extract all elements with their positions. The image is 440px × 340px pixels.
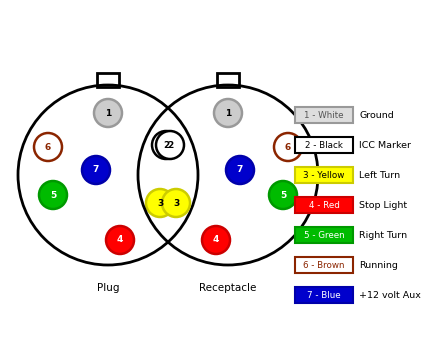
- Text: ICC Marker: ICC Marker: [359, 140, 411, 150]
- Text: 3: 3: [157, 199, 163, 207]
- Text: Receptacle: Receptacle: [199, 283, 257, 293]
- Circle shape: [34, 133, 62, 161]
- Text: 7: 7: [93, 166, 99, 174]
- Circle shape: [274, 133, 302, 161]
- Circle shape: [152, 131, 180, 159]
- Circle shape: [106, 226, 134, 254]
- Text: 5: 5: [280, 190, 286, 200]
- Text: 7 - Blue: 7 - Blue: [307, 290, 341, 300]
- Text: 1: 1: [225, 108, 231, 118]
- Text: 6: 6: [285, 142, 291, 152]
- Text: Left Turn: Left Turn: [359, 170, 400, 180]
- Bar: [295, 137, 353, 153]
- Text: Right Turn: Right Turn: [359, 231, 407, 239]
- Text: 3 - Yellow: 3 - Yellow: [303, 170, 345, 180]
- Bar: [295, 227, 353, 243]
- Circle shape: [162, 189, 190, 217]
- Circle shape: [214, 99, 242, 127]
- Text: 1: 1: [105, 108, 111, 118]
- Text: 7: 7: [237, 166, 243, 174]
- Text: 6 - Brown: 6 - Brown: [303, 260, 345, 270]
- Circle shape: [202, 226, 230, 254]
- Text: Stop Light: Stop Light: [359, 201, 407, 209]
- Bar: [97, 73, 119, 87]
- Text: Ground: Ground: [359, 110, 394, 119]
- Text: 1 - White: 1 - White: [304, 110, 344, 119]
- Circle shape: [39, 181, 67, 209]
- Text: Plug: Plug: [97, 283, 119, 293]
- Text: 5 - Green: 5 - Green: [304, 231, 345, 239]
- Circle shape: [226, 156, 254, 184]
- Text: 2 - Black: 2 - Black: [305, 140, 343, 150]
- Text: 4: 4: [117, 236, 123, 244]
- Text: 4 - Red: 4 - Red: [308, 201, 339, 209]
- Circle shape: [82, 156, 110, 184]
- Text: Running: Running: [359, 260, 398, 270]
- Circle shape: [269, 181, 297, 209]
- Bar: [295, 107, 353, 123]
- Bar: [295, 197, 353, 213]
- Text: 3: 3: [173, 199, 179, 207]
- Text: 6: 6: [45, 142, 51, 152]
- Text: 2: 2: [167, 140, 173, 150]
- Bar: [295, 167, 353, 183]
- Bar: [295, 287, 353, 303]
- Bar: [295, 257, 353, 273]
- Text: +12 volt Aux: +12 volt Aux: [359, 290, 421, 300]
- Text: 4: 4: [213, 236, 219, 244]
- Circle shape: [146, 189, 174, 217]
- Text: 2: 2: [163, 140, 169, 150]
- Circle shape: [156, 131, 184, 159]
- Bar: [217, 73, 239, 87]
- Circle shape: [94, 99, 122, 127]
- Text: 5: 5: [50, 190, 56, 200]
